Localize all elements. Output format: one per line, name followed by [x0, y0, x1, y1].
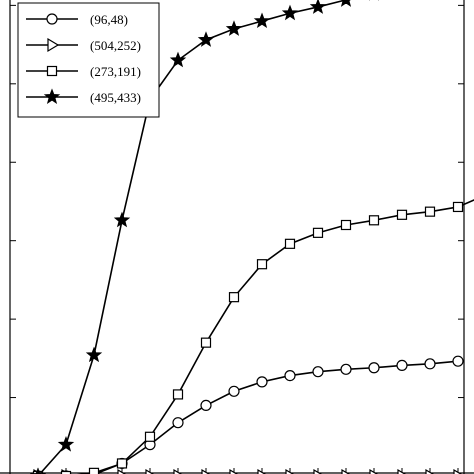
data-point	[424, 206, 436, 217]
data-point	[253, 12, 271, 29]
data-point	[88, 467, 100, 474]
data-point	[172, 417, 184, 429]
data-point	[200, 337, 212, 348]
legend-marker	[46, 65, 58, 77]
series-lines	[29, 0, 474, 474]
series-(273,191)	[32, 199, 474, 474]
series-line	[38, 0, 350, 474]
data-point	[201, 468, 210, 474]
data-point	[396, 359, 408, 372]
data-point	[312, 227, 324, 238]
data-point	[396, 209, 408, 220]
data-point	[57, 436, 75, 452]
data-point	[368, 215, 380, 226]
series-line	[76, 199, 474, 474]
data-point	[197, 31, 215, 47]
data-point	[256, 259, 268, 270]
data-point	[369, 468, 378, 474]
data-point	[228, 292, 240, 303]
data-point	[257, 468, 266, 474]
data-point	[169, 51, 187, 68]
data-point	[452, 355, 464, 367]
legend-box	[17, 2, 160, 118]
data-point	[340, 363, 352, 375]
legend-label: (504,252)	[90, 38, 141, 53]
data-point	[368, 362, 380, 374]
legend-label: (273,191)	[90, 64, 141, 79]
data-point	[284, 370, 296, 382]
data-point	[117, 468, 126, 474]
data-point	[116, 458, 128, 469]
series-line	[87, 360, 459, 474]
data-point	[309, 0, 327, 14]
data-point	[313, 468, 322, 474]
legend-label: (495,433)	[90, 90, 141, 105]
data-point	[225, 20, 243, 36]
data-point	[424, 358, 436, 370]
data-point	[284, 238, 296, 249]
data-point	[113, 211, 131, 228]
legend: (96,48) (504,252) (273,191) (495,433)	[17, 2, 160, 118]
data-point	[144, 431, 156, 442]
data-point	[145, 468, 154, 474]
data-point	[340, 0, 352, 7]
legend-label: (96,48)	[90, 12, 128, 27]
data-point	[453, 468, 462, 474]
data-point	[173, 468, 182, 474]
data-point	[312, 366, 324, 378]
data-point	[200, 399, 212, 412]
series-(96,48)	[32, 355, 464, 474]
data-point	[228, 385, 240, 397]
data-point	[341, 468, 350, 474]
legend-marker	[43, 88, 61, 104]
data-point	[85, 346, 103, 363]
data-point	[60, 470, 72, 474]
data-point	[452, 201, 464, 213]
data-point	[285, 468, 294, 474]
data-point	[172, 389, 184, 400]
data-point	[256, 376, 268, 388]
data-point	[340, 219, 352, 231]
data-point	[281, 4, 299, 21]
legend-marker	[46, 13, 58, 25]
data-point	[397, 468, 406, 474]
legend-marker	[47, 37, 60, 53]
data-point	[425, 468, 434, 474]
data-point	[229, 468, 238, 474]
